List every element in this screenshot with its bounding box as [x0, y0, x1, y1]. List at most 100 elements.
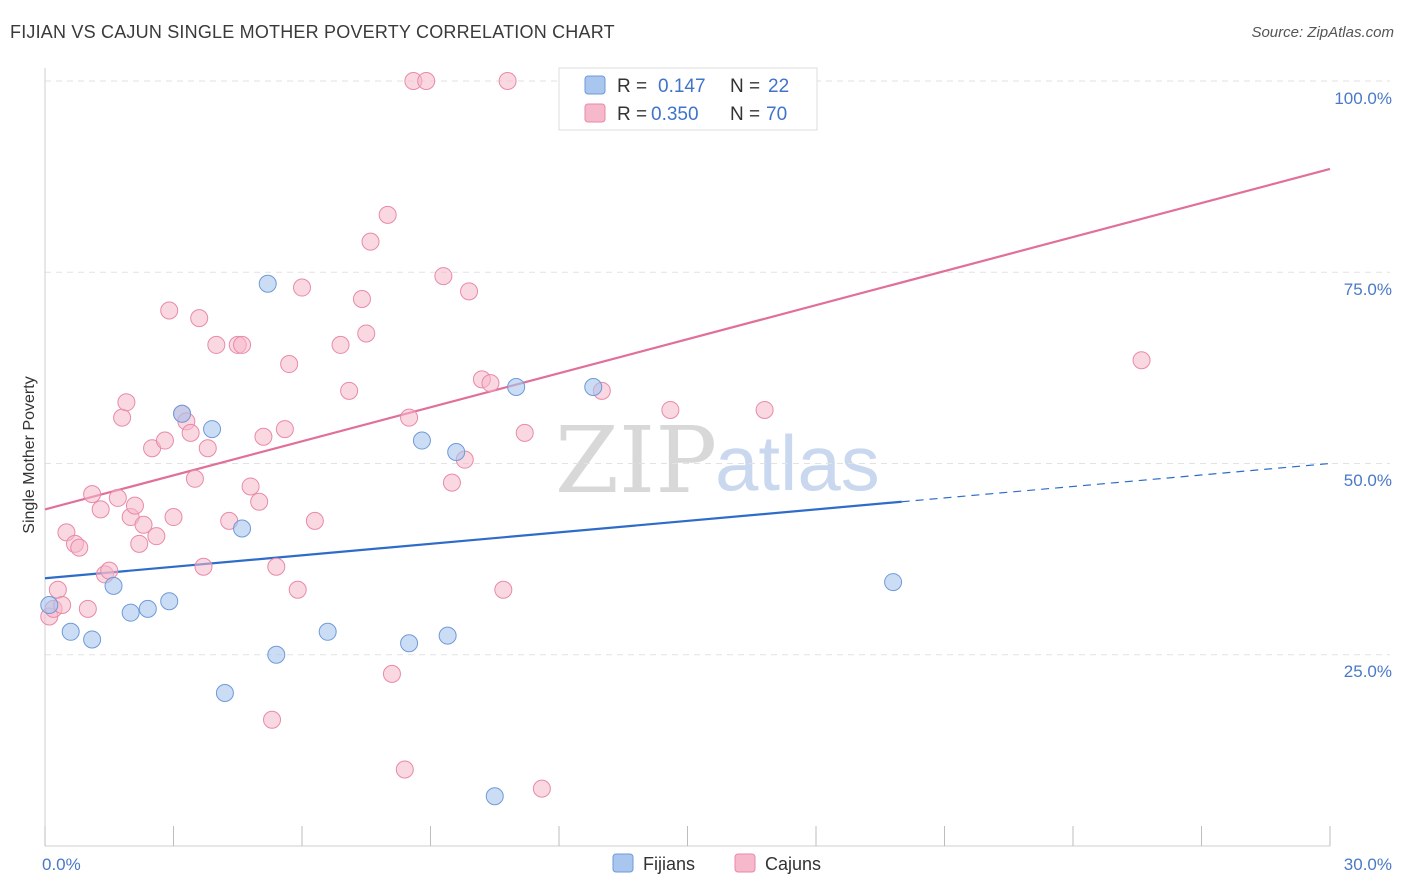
cajun-point [185, 469, 204, 488]
fijian-point [61, 622, 80, 641]
cajun-point [233, 335, 252, 354]
cajun-point [293, 278, 311, 297]
cajun-point [164, 508, 183, 527]
fijian-point [215, 684, 234, 702]
cajun-point [241, 477, 260, 496]
cajun-point [100, 561, 119, 580]
cajun-point [417, 72, 436, 90]
legend-r-label: R = [617, 76, 647, 97]
watermark-zip: ZIP [555, 407, 717, 514]
cajun-point [442, 473, 461, 492]
y-tick-label: 100.0% [1334, 89, 1392, 108]
cajun-point [515, 423, 534, 442]
cajun-point [134, 515, 153, 534]
cajun-point [108, 488, 127, 507]
cajun-point [254, 427, 273, 446]
cajun-point [340, 381, 359, 400]
cajuns-bottom-label: Cajuns [765, 854, 821, 874]
x-tick-label: 30.0% [1344, 855, 1392, 874]
cajun-point [117, 393, 136, 412]
cajun-point [198, 439, 217, 458]
cajuns-r-value: 0.350 [651, 104, 699, 125]
fijian-point [267, 645, 286, 664]
fijians-trend-line [44, 500, 902, 580]
fijian-point [258, 274, 277, 293]
data-points [40, 72, 1151, 806]
fijians-r-value: 0.147 [658, 76, 706, 97]
cajun-point [130, 534, 149, 553]
cajuns-trend-line [44, 167, 1331, 511]
cajuns-bottom-swatch [734, 853, 756, 873]
x-tick-label: 0.0% [42, 855, 81, 874]
cajun-point [481, 374, 500, 393]
cajun-point [194, 557, 213, 576]
fijians-bottom-label: Fijians [643, 854, 695, 874]
fijian-point [121, 603, 140, 622]
chart-title: FIJIAN VS CAJUN SINGLE MOTHER POVERTY CO… [10, 22, 615, 42]
cajun-point [378, 205, 397, 224]
legend-n-label: N = [730, 76, 760, 97]
cajun-point [267, 557, 286, 576]
cajun-point [125, 496, 144, 515]
cajun-point [755, 400, 774, 419]
cajun-point [113, 408, 132, 427]
cajun-point [361, 232, 380, 251]
legend-r-label: R = [617, 104, 647, 125]
cajun-point [395, 760, 414, 779]
cajun-point [263, 710, 282, 729]
cajun-point [460, 282, 479, 301]
cajuns-n-value: 70 [766, 104, 787, 125]
y-axis-title: Single Mother Poverty [21, 376, 38, 533]
y-tick-label: 75.0% [1344, 280, 1392, 299]
fijian-point [138, 599, 157, 618]
y-tick-label: 25.0% [1344, 662, 1392, 681]
fijian-point [485, 787, 504, 806]
cajun-point [190, 309, 209, 328]
cajun-point [147, 527, 166, 546]
cajun-point [275, 420, 294, 439]
cajun-point [207, 335, 226, 354]
fijian-point [104, 576, 123, 595]
fijian-point [412, 431, 431, 450]
cajun-point [305, 511, 324, 530]
bottom-legend: Fijians Cajuns [612, 853, 821, 874]
fijian-point [400, 634, 419, 653]
cajun-point [181, 423, 200, 442]
cajun-point [78, 599, 97, 618]
cajun-point [382, 664, 401, 683]
cajun-point [1132, 351, 1151, 370]
fijians-legend-swatch [584, 75, 606, 95]
source-label: Source: ZipAtlas.com [1251, 24, 1394, 41]
cajun-point [288, 580, 307, 599]
cajun-point [70, 538, 89, 557]
axes [44, 68, 1331, 847]
cajun-point [48, 580, 67, 599]
y-tick-label: 50.0% [1344, 471, 1392, 490]
fijian-point [884, 573, 903, 592]
fijian-point [438, 626, 457, 645]
fijian-point [160, 592, 179, 611]
fijian-point [40, 596, 59, 615]
cajun-point [498, 72, 517, 90]
legend-n-label: N = [730, 104, 760, 125]
grid-lines [45, 80, 1390, 656]
trend-lines [44, 167, 1331, 580]
cajun-point [434, 267, 453, 286]
fijian-point [318, 622, 337, 641]
cajun-point [494, 580, 513, 599]
fijian-point [507, 378, 526, 396]
fijian-point [203, 420, 222, 439]
cajun-point [357, 324, 376, 343]
cajun-point [83, 485, 102, 504]
cajun-point [400, 408, 419, 427]
fijian-point [83, 630, 102, 649]
cajun-point [331, 335, 350, 354]
cajun-point [91, 500, 110, 519]
cajun-point [532, 779, 551, 798]
fijian-point [173, 404, 192, 423]
legend-box: R = 0.147 N = 22 R = 0.350 N = 70 [558, 67, 818, 131]
fijians-n-value: 22 [768, 76, 789, 97]
fijian-point [233, 519, 252, 538]
cajun-point [661, 400, 680, 419]
fijians-trend-extension [901, 462, 1331, 503]
